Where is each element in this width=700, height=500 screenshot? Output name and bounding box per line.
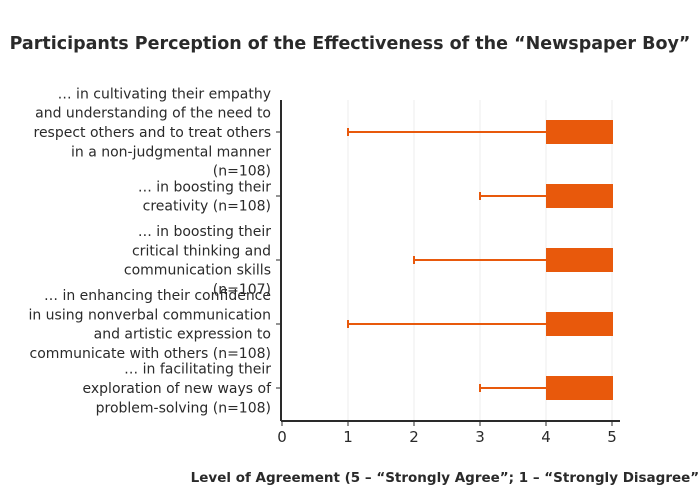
category-label-line: (n=108) bbox=[213, 164, 271, 180]
category-label-line: communicate with others (n=108) bbox=[30, 346, 271, 362]
axes bbox=[276, 100, 620, 426]
category-label-line: … in boosting their bbox=[138, 179, 271, 195]
x-axis-title: Level of Agreement (5 – “Strongly Agree”… bbox=[191, 470, 700, 486]
box-iqr bbox=[546, 312, 612, 336]
box-item bbox=[413, 248, 613, 272]
box-iqr bbox=[546, 120, 612, 144]
x-tick-label: 4 bbox=[541, 428, 551, 446]
category-label-line: … in boosting their bbox=[138, 224, 271, 240]
x-tick-label: 3 bbox=[475, 428, 485, 446]
box-item bbox=[479, 376, 613, 400]
category-label: … in facilitating their exploration of ne… bbox=[83, 362, 273, 417]
category-label-line: in a non-judgmental manner bbox=[71, 144, 271, 160]
category-label-line: … in cultivating their empathy bbox=[58, 86, 271, 102]
category-label-line: problem-solving (n=108) bbox=[96, 400, 271, 416]
category-label-line: (n=107) bbox=[213, 282, 271, 298]
category-label: … in enhancing their confidence in using … bbox=[28, 288, 271, 362]
category-label-line: in using nonverbal communication bbox=[28, 307, 271, 323]
box-iqr bbox=[546, 184, 612, 208]
category-label-line: creativity (n=108) bbox=[143, 199, 271, 215]
category-label: … in cultivating their empathy and unders… bbox=[34, 86, 272, 179]
box-item bbox=[347, 312, 613, 336]
category-label-line: communication skills bbox=[124, 263, 271, 279]
x-tick-label: 2 bbox=[409, 428, 419, 446]
x-tick-label: 5 bbox=[607, 428, 617, 446]
category-labels: … in cultivating their empathy and unders… bbox=[28, 86, 272, 416]
category-label: … in boosting their critical thinking and… bbox=[124, 224, 271, 298]
category-label-line: critical thinking and bbox=[132, 243, 271, 259]
x-tick-labels: 0 1 2 3 4 5 bbox=[277, 428, 617, 446]
chart-title: Participants Perception of the Effective… bbox=[10, 34, 691, 54]
x-tick-label: 1 bbox=[343, 428, 353, 446]
category-label-line: respect others and to treat others bbox=[34, 125, 272, 141]
boxes bbox=[347, 120, 613, 400]
box-iqr bbox=[546, 248, 612, 272]
category-label-line: and artistic expression to bbox=[94, 327, 271, 343]
category-label-line: … in enhancing their confidence bbox=[44, 288, 271, 304]
category-label-line: … in facilitating their bbox=[124, 362, 271, 378]
box-iqr bbox=[546, 376, 612, 400]
box-item bbox=[479, 184, 613, 208]
category-label-line: and understanding of the need to bbox=[35, 106, 271, 122]
category-label: … in boosting their creativity (n=108) bbox=[138, 179, 271, 214]
category-label-line: exploration of new ways of bbox=[83, 381, 273, 397]
box-item bbox=[347, 120, 613, 144]
x-tick-label: 0 bbox=[277, 428, 287, 446]
